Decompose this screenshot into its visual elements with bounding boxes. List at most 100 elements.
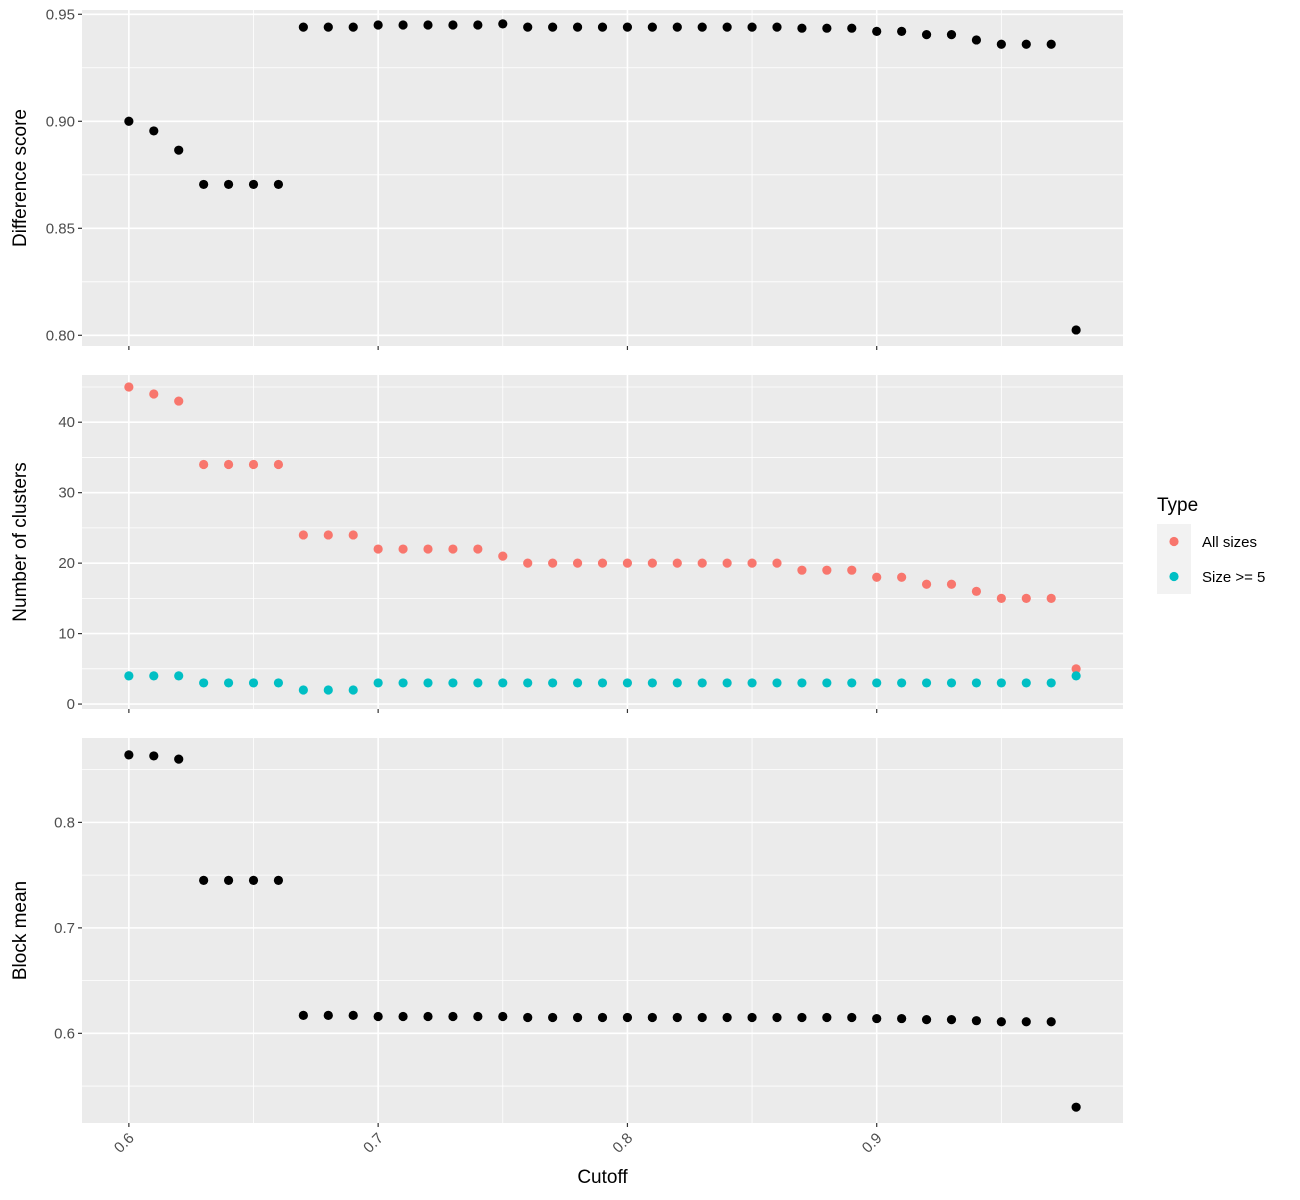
- data-point: [672, 558, 682, 568]
- data-point: [1046, 1017, 1056, 1027]
- data-point: [996, 678, 1006, 688]
- data-point: [149, 126, 159, 136]
- data-point: [971, 1016, 982, 1026]
- data-point: [946, 678, 957, 688]
- y-axis-title: Difference score: [10, 109, 31, 247]
- data-point: [1046, 593, 1056, 603]
- data-point: [223, 875, 234, 885]
- data-point: [1071, 1102, 1081, 1112]
- data-point: [273, 875, 284, 885]
- data-point: [697, 558, 707, 568]
- data-point: [996, 39, 1006, 49]
- data-point: [797, 678, 807, 688]
- data-point: [622, 22, 633, 32]
- data-point: [548, 678, 558, 688]
- data-point: [124, 750, 134, 760]
- data-point: [273, 459, 284, 470]
- data-point: [149, 389, 159, 399]
- data-point: [398, 678, 408, 688]
- y-tick-label: 0.7: [54, 920, 75, 937]
- data-point: [199, 678, 209, 688]
- panel-background: [82, 10, 1123, 346]
- panel-blockmean: 0.6 0.7 0.8 Block mean: [10, 738, 1123, 1127]
- data-point: [747, 558, 757, 568]
- data-point: [498, 1011, 508, 1022]
- data-point: [996, 1017, 1006, 1027]
- data-point: [797, 565, 807, 575]
- data-point: [697, 678, 707, 688]
- data-point: [921, 579, 932, 589]
- data-point: [448, 544, 458, 554]
- data-point: [523, 558, 533, 568]
- data-point: [323, 685, 333, 695]
- data-point: [747, 678, 757, 688]
- data-point: [348, 1010, 358, 1021]
- data-point: [348, 685, 358, 695]
- y-tick-label: 0.85: [46, 220, 75, 237]
- data-point: [174, 145, 184, 155]
- data-point: [248, 179, 259, 190]
- data-point: [697, 22, 707, 32]
- data-point: [946, 579, 957, 589]
- data-point: [772, 678, 782, 688]
- data-point: [1071, 671, 1081, 681]
- data-point: [872, 572, 882, 582]
- data-point: [572, 1012, 583, 1023]
- data-point: [672, 678, 682, 688]
- data-point: [523, 22, 533, 32]
- data-point: [348, 22, 358, 32]
- data-point: [722, 22, 732, 32]
- data-point: [448, 20, 458, 30]
- data-point: [348, 530, 358, 540]
- panel-clusters: 0 10 20 30 40 Number of clusters: [10, 375, 1123, 713]
- data-point: [223, 459, 234, 470]
- data-point: [822, 1012, 832, 1023]
- data-point: [1021, 1017, 1031, 1027]
- data-point: [747, 1012, 757, 1023]
- y-tick-label: 0.90: [46, 113, 75, 130]
- y-tick-label: 30: [58, 485, 75, 502]
- series-block-mean: [124, 750, 1081, 1112]
- data-point: [398, 20, 408, 30]
- data-point: [872, 678, 882, 688]
- data-point: [473, 20, 483, 30]
- data-point: [548, 22, 558, 32]
- x-tick-label: 0.8: [609, 1130, 636, 1157]
- data-point: [448, 678, 458, 688]
- data-point: [373, 678, 383, 688]
- data-point: [223, 678, 234, 688]
- y-tick-label: 20: [58, 555, 75, 572]
- data-point: [124, 671, 134, 681]
- data-point: [946, 30, 957, 40]
- panel-difference: 0.80 0.85 0.90 0.95 Difference score: [10, 6, 1123, 350]
- data-point: [897, 572, 907, 582]
- data-point: [323, 530, 333, 540]
- data-point: [373, 20, 383, 30]
- data-point: [248, 678, 259, 688]
- y-tick-label: 0.80: [46, 327, 75, 344]
- data-point: [622, 678, 633, 688]
- data-point: [174, 754, 184, 764]
- data-point: [897, 678, 907, 688]
- data-point: [971, 586, 982, 596]
- data-point: [248, 459, 259, 470]
- data-point: [273, 678, 284, 688]
- data-point: [298, 530, 308, 540]
- data-point: [772, 558, 782, 568]
- data-point: [722, 1012, 732, 1023]
- data-point: [697, 1012, 707, 1023]
- data-point: [672, 1012, 682, 1023]
- panel-background: [82, 738, 1123, 1123]
- data-point: [822, 678, 832, 688]
- legend-label: Size >= 5: [1202, 569, 1265, 586]
- legend-key-point: [1169, 536, 1179, 547]
- data-point: [1046, 39, 1056, 49]
- data-point: [223, 179, 234, 190]
- data-point: [523, 1012, 533, 1023]
- data-point: [996, 593, 1006, 603]
- data-point: [423, 678, 433, 688]
- y-tick-label: 10: [58, 626, 75, 643]
- data-point: [323, 22, 333, 32]
- data-point: [1021, 593, 1031, 603]
